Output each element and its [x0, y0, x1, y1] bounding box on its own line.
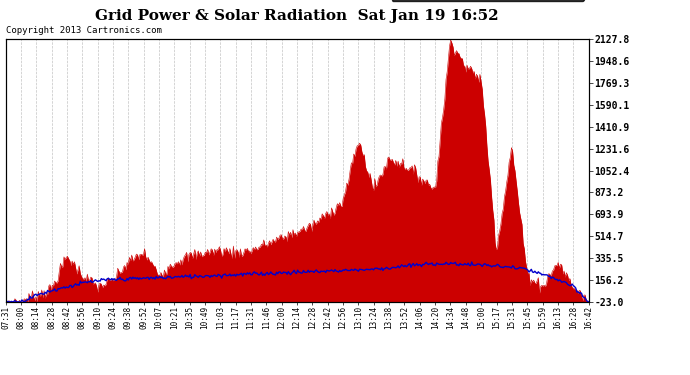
Text: Copyright 2013 Cartronics.com: Copyright 2013 Cartronics.com	[6, 26, 161, 35]
Text: Grid Power & Solar Radiation  Sat Jan 19 16:52: Grid Power & Solar Radiation Sat Jan 19 …	[95, 9, 498, 23]
